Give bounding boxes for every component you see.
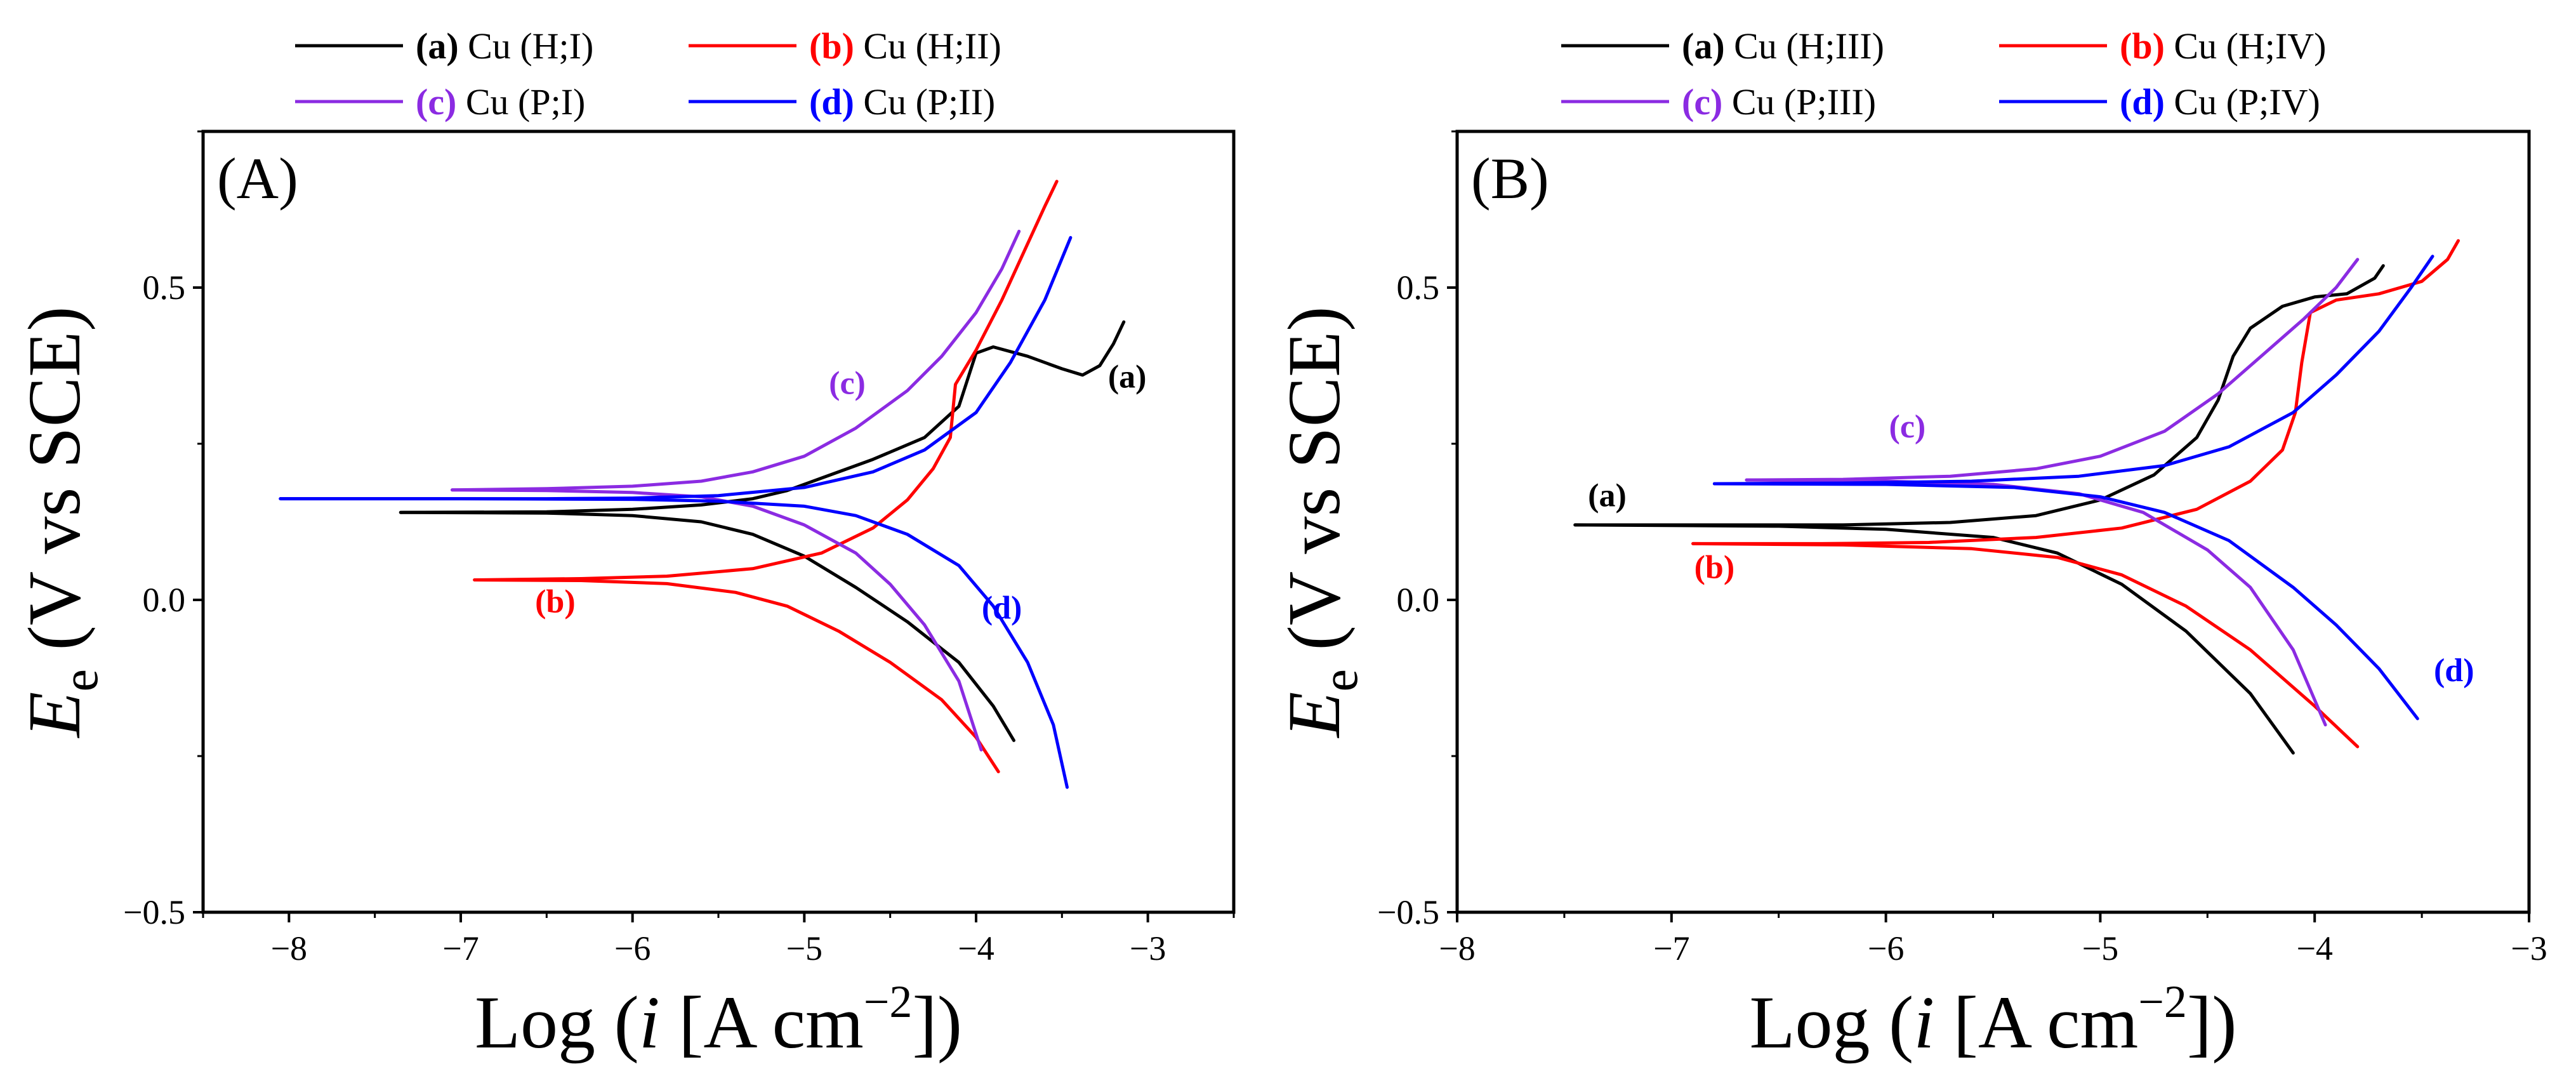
x-title-part: ]) xyxy=(2187,981,2237,1064)
y-tick-label: 0.0 xyxy=(143,581,186,619)
legend-entry: (a) Cu (H;I) xyxy=(416,25,593,67)
x-tick-label: −6 xyxy=(1868,929,1904,967)
series-line-cu-h-iii--anodic xyxy=(1573,264,2385,527)
curve-label: (a) xyxy=(1108,359,1147,395)
legend-name: Cu (H;II) xyxy=(854,25,1001,67)
x-title-part: ]) xyxy=(912,981,962,1064)
legend-name: Cu (P;IV) xyxy=(2165,81,2320,123)
legend-key: (b) xyxy=(809,25,854,67)
legend-entry: (c) Cu (P;III) xyxy=(1682,81,1876,123)
legend-entry: (d) Cu (P;IV) xyxy=(2120,81,2320,123)
legend-key: (c) xyxy=(1682,81,1722,123)
x-title-exponent: −2 xyxy=(2138,976,2187,1027)
panel-label: (B) xyxy=(1471,146,1549,211)
x-title-part: Log ( xyxy=(1749,981,1913,1064)
x-tick-label: −8 xyxy=(271,929,307,967)
x-tick-label: −7 xyxy=(442,929,479,967)
legend-key: (b) xyxy=(2120,25,2165,67)
y-title-subscript: e xyxy=(1312,669,1368,692)
legend-entry: (a) Cu (H;III) xyxy=(1682,25,1884,67)
legend-key: (c) xyxy=(416,81,456,123)
curve-label: (c) xyxy=(829,365,866,401)
y-axis-title: Ee (V vs SCE) xyxy=(1272,306,1368,738)
panel-a: −8 −7 −6 −5 −4 −3 −0.5 0.0 0.5 (a) (b) (c) (d) (A) Log… xyxy=(13,25,1236,1064)
series-line-cu-p-ii--cathodic xyxy=(279,497,1069,789)
series-line-cu-h-iv--cathodic xyxy=(1691,542,2360,748)
legend-name: Cu (P;II) xyxy=(854,81,995,123)
panel-label: (A) xyxy=(217,146,298,211)
legend-key: (d) xyxy=(809,81,854,123)
curve-label: (b) xyxy=(1694,550,1735,586)
curve-label: (c) xyxy=(1889,409,1926,445)
legend-name: Cu (H;III) xyxy=(1725,25,1884,67)
y-tick-label: −0.5 xyxy=(123,893,185,931)
x-title-variable: i xyxy=(1913,981,1934,1064)
x-tick-label: −3 xyxy=(2511,929,2547,967)
x-tick-label: −4 xyxy=(958,929,994,967)
legend-key: (d) xyxy=(2120,81,2165,123)
curve-label: (d) xyxy=(2434,653,2474,689)
x-title-part: [A cm xyxy=(660,981,864,1064)
series-line-cu-p-i--cathodic xyxy=(451,488,983,752)
y-title-part: (V vs SCE) xyxy=(1272,306,1356,669)
y-title-subscript: e xyxy=(53,669,109,692)
series-line-cu-h-ii--cathodic xyxy=(473,578,1000,774)
y-title-variable: E xyxy=(1272,691,1356,738)
series-line-cu-h-iii--cathodic xyxy=(1573,523,2295,755)
series-line-cu-p-iii--anodic xyxy=(1745,258,2360,482)
legend-entry: (c) Cu (P;I) xyxy=(416,81,585,123)
x-tick-label: −5 xyxy=(786,929,822,967)
series-line-cu-p-i--anodic xyxy=(451,229,1021,492)
y-title-part: (V vs SCE) xyxy=(13,306,96,669)
y-tick-label: 0.0 xyxy=(1397,581,1440,619)
legend-entry: (d) Cu (P;II) xyxy=(809,81,995,123)
x-tick-label: −6 xyxy=(614,929,651,967)
x-axis-title: Log (i [A cm−2]) xyxy=(1749,976,2236,1064)
panel-b: −8 −7 −6 −5 −4 −3 −0.5 0.0 0.5 (a) (b) (c) (d) (B) Log… xyxy=(1272,25,2547,1064)
x-axis-title: Log (i [A cm−2]) xyxy=(475,976,962,1064)
legend-key: (a) xyxy=(1682,25,1725,67)
legend-name: Cu (H;IV) xyxy=(2165,25,2327,67)
series-line-cu-h-iv--anodic xyxy=(1691,239,2460,545)
x-title-part: Log ( xyxy=(475,981,639,1064)
legend-name: Cu (P;I) xyxy=(456,81,585,123)
legend: (a) Cu (H;III) (b) Cu (H;IV) (c) Cu (P;III… xyxy=(1561,25,2326,123)
series-line-cu-p-ii--anodic xyxy=(279,236,1073,501)
series-line-cu-h-ii--anodic xyxy=(473,180,1059,581)
legend-entry: (b) Cu (H;II) xyxy=(809,25,1001,67)
legend-entry: (b) Cu (H;IV) xyxy=(2120,25,2326,67)
legend: (a) Cu (H;I) (b) Cu (H;II) (c) Cu (P;I) (d)… xyxy=(295,25,1001,123)
y-title-variable: E xyxy=(13,691,96,738)
x-tick-label: −8 xyxy=(1439,929,1475,967)
curve-label: (b) xyxy=(535,584,576,620)
legend-key: (a) xyxy=(416,25,459,67)
y-tick-label: 0.5 xyxy=(1397,269,1440,307)
x-tick-label: −7 xyxy=(1653,929,1689,967)
series-line-cu-h-i--anodic xyxy=(399,320,1126,514)
series-line-cu-p-iv--cathodic xyxy=(1712,482,2419,721)
legend-name: Cu (P;III) xyxy=(1722,81,1876,123)
curve-label: (a) xyxy=(1588,477,1627,514)
series-line-cu-h-i--cathodic xyxy=(399,510,1015,742)
x-tick-label: −3 xyxy=(1130,929,1166,967)
y-tick-label: −0.5 xyxy=(1377,893,1439,931)
x-tick-label: −4 xyxy=(2296,929,2332,967)
y-tick-label: 0.5 xyxy=(143,269,186,307)
x-title-exponent: −2 xyxy=(864,976,913,1027)
plot-frame xyxy=(201,130,1236,914)
series-line-cu-p-iv--anodic xyxy=(1712,255,2434,486)
legend-name: Cu (H;I) xyxy=(459,25,594,67)
y-axis-title: Ee (V vs SCE) xyxy=(13,306,109,738)
x-tick-label: −5 xyxy=(2082,929,2118,967)
x-title-part: [A cm xyxy=(1934,981,2138,1064)
plot-frame xyxy=(1455,130,2531,914)
x-title-variable: i xyxy=(639,981,660,1064)
